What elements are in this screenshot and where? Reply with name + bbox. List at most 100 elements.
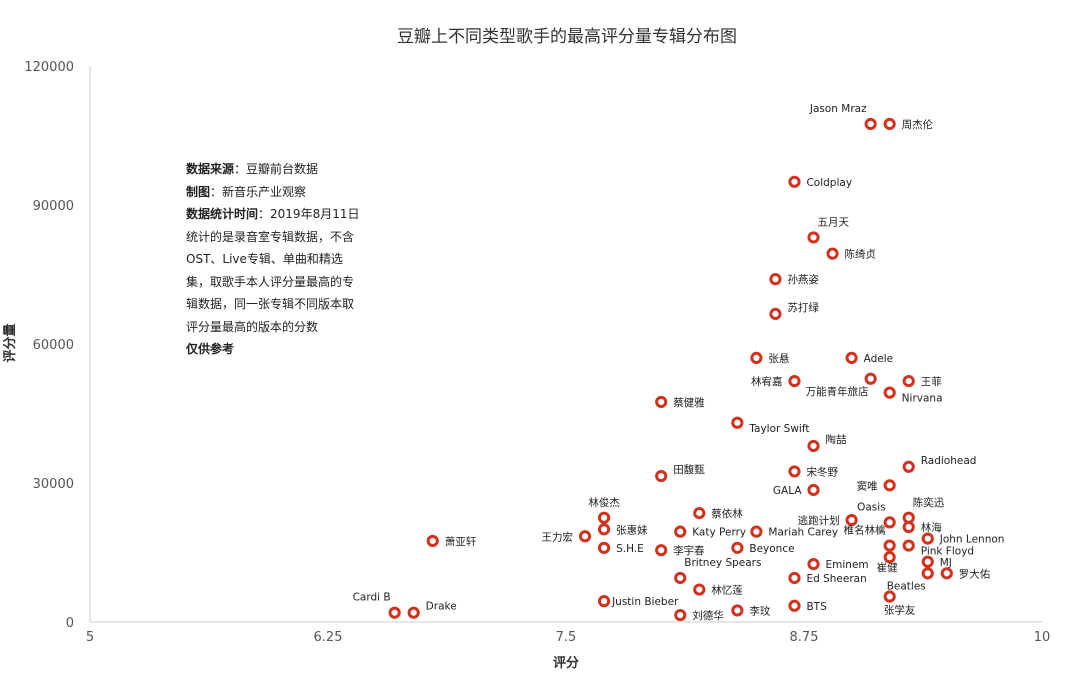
point-label: 李玟: [749, 604, 770, 617]
data-point: [388, 606, 401, 619]
notes-author-label: 制图: [186, 184, 211, 199]
point-label: 张惠妹: [616, 523, 648, 536]
point-label: 张学友: [884, 604, 916, 617]
data-point: [826, 247, 839, 260]
y-tick-label: 0: [66, 616, 74, 631]
data-point: [674, 571, 687, 585]
data-point: [693, 507, 706, 520]
data-point: [902, 520, 915, 534]
point-label: Drake: [426, 601, 457, 613]
data-point: [902, 374, 915, 388]
notes-desc-line: 集，取歌手本人评分量最高的专: [186, 274, 355, 289]
point-label: Pink Floyd: [921, 546, 974, 558]
point-label: 蔡依林: [711, 507, 743, 520]
y-tick-label: 90000: [33, 199, 74, 214]
point-label: 王力宏: [542, 530, 574, 543]
data-point: [731, 604, 744, 617]
y-tick-label: 60000: [33, 338, 74, 353]
point-label: 陈奕迅: [913, 496, 945, 509]
point-label: Ed Sheeran: [806, 573, 866, 585]
notes-author-row: 制图：新音乐产业观察: [186, 184, 307, 199]
point-label: 椎名林檎: [844, 524, 886, 537]
notes-time-value: 2019年8月11日: [270, 207, 360, 221]
point-label: 孙燕姿: [787, 273, 819, 286]
point-label: Eminem: [826, 559, 869, 571]
point-label: 逃跑计划: [798, 514, 840, 527]
point-label: 林海: [921, 521, 942, 534]
data-point: [655, 544, 668, 557]
point-label: Nirvana: [902, 393, 943, 405]
point-label: 林忆莲: [711, 584, 743, 597]
data-point: [750, 351, 763, 364]
point-label: Beyonce: [749, 543, 794, 555]
data-point: [864, 117, 877, 131]
data-point: [655, 395, 668, 409]
data-point: [597, 523, 611, 536]
notes-desc-line: 评分量最高的版本的分数: [186, 319, 319, 334]
data-point: [769, 307, 782, 320]
data-point: [750, 525, 763, 538]
data-point: [940, 567, 953, 580]
axes: 0 30000 60000 90000 120000 5 6.25 7.5 8.75 10: [24, 60, 1050, 645]
data-point: [883, 590, 896, 603]
point-label: 林俊杰: [588, 496, 620, 509]
data-point: [407, 606, 420, 619]
point-label: 窦唯: [857, 479, 878, 492]
data-point: [921, 555, 934, 568]
data-point: [788, 599, 801, 612]
notes-disclaimer: 仅供参考: [186, 342, 235, 356]
point-label: 罗大佑: [959, 567, 991, 580]
point-label: 蔡健雅: [673, 396, 705, 409]
data-point: [597, 541, 611, 554]
notes-time-row: 数据统计时间：2019年8月11日: [186, 207, 360, 221]
data-point: [807, 439, 820, 453]
point-label: 田馥甄: [673, 463, 705, 476]
point-label: Taylor Swift: [748, 423, 809, 435]
point-label: Coldplay: [806, 177, 852, 189]
data-point: [883, 551, 896, 564]
point-label: Cardi B: [353, 592, 391, 604]
data-point: [807, 483, 820, 497]
x-tick-label: 10: [1034, 630, 1051, 645]
data-point: [902, 539, 915, 552]
point-label: 林宥嘉: [751, 375, 783, 388]
point-label: Justin Bieber: [611, 596, 679, 608]
data-point: [655, 469, 668, 483]
data-point: [921, 567, 934, 580]
data-point: [788, 175, 801, 188]
point-label: Beatles: [887, 580, 926, 592]
data-point: [921, 532, 934, 545]
data-point: [845, 513, 858, 527]
notes-desc-line: 辑数据，同一张专辑不同版本取: [186, 297, 355, 311]
y-tick-label: 120000: [24, 60, 74, 75]
data-point: [883, 386, 896, 399]
data-point: [731, 416, 744, 429]
data-point: [769, 273, 782, 286]
data-point: [788, 374, 801, 388]
data-point: [674, 608, 687, 622]
point-label: 万能青年旅店: [806, 385, 869, 398]
chart-title: 豆瓣上不同类型歌手的最高评分量专辑分布图: [397, 27, 737, 47]
point-label: MJ: [940, 557, 952, 569]
data-point: [788, 465, 801, 478]
point-label: 王菲: [921, 376, 942, 388]
point-label: 五月天: [818, 216, 850, 228]
notes-source-value: 豆瓣前台数据: [246, 162, 319, 176]
data-point: [902, 460, 915, 473]
notes-source-label: 数据来源: [186, 162, 235, 176]
data-point: [845, 351, 858, 364]
notes-time-label: 数据统计时间: [186, 207, 259, 221]
data-point: [883, 539, 896, 552]
point-label: Mariah Carey: [768, 527, 838, 539]
data-point: [883, 117, 896, 131]
point-label: Radiohead: [921, 455, 977, 467]
point-label: Katy Perry: [692, 527, 746, 539]
point-label: 崔健: [877, 561, 898, 574]
point-label: Adele: [864, 353, 894, 365]
point-label: BTS: [806, 601, 827, 613]
notes-author-value: 新音乐产业观察: [222, 184, 307, 199]
data-point: [731, 541, 744, 554]
x-tick-label: 5: [86, 630, 94, 645]
